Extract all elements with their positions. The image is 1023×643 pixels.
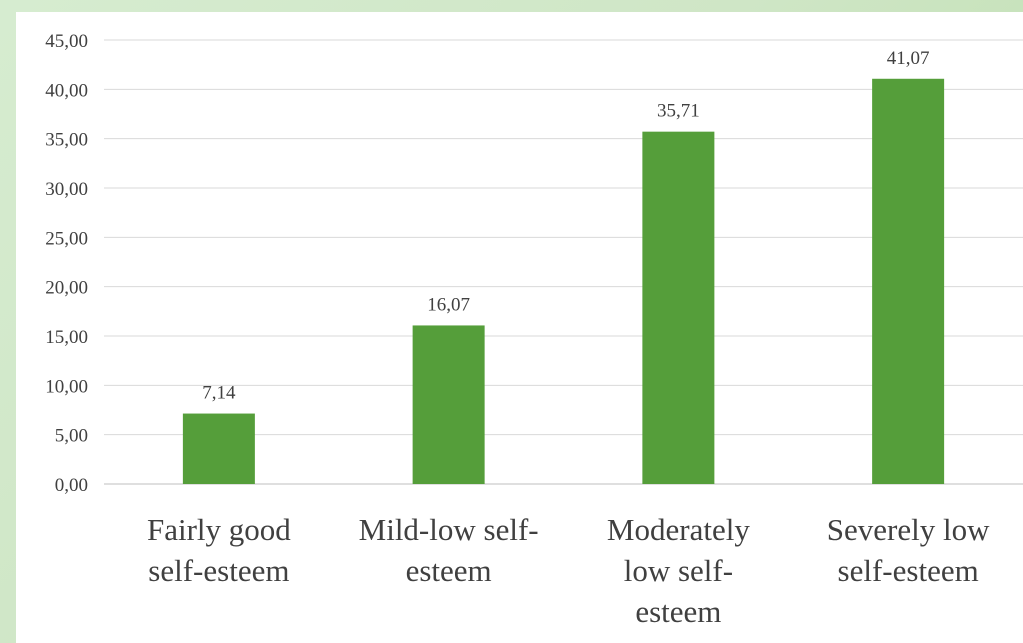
bar [642,131,715,485]
data-label: 35,71 [657,101,700,122]
y-axis-tick-labels: 0,00 5,00 10,00 15,00 20,00 25,00 30,00 35,00 40… [45,31,88,496]
category-label-line: Severely low [827,512,990,547]
category-label-line: esteem [406,553,492,588]
data-label: 16,07 [427,294,470,315]
y-tick-label: 45,00 [45,31,88,52]
bar [412,325,485,484]
y-tick-label: 20,00 [45,278,88,299]
y-tick-label: 30,00 [45,179,88,200]
data-label: 41,07 [887,48,930,69]
gridlines [104,39,1023,485]
y-tick-label: 25,00 [45,228,88,249]
y-tick-label: 15,00 [45,327,88,348]
chart-panel: 0,00 5,00 10,00 15,00 20,00 25,00 30,00 35,00 40… [16,12,1023,643]
category-label-line: self-esteem [838,553,979,588]
category-labels: Fairly good self-esteem Mild-low self-este… [147,512,990,629]
category-label-line: Moderately [607,512,750,547]
category-label: Fairly good self-esteem [147,512,291,588]
category-label: Moderately low self-esteem [607,512,750,629]
category-label-line: Mild-low self- [359,512,539,547]
category-label-line: self-esteem [148,553,289,588]
data-labels: 7,14 16,07 35,71 41,07 [202,48,929,404]
y-tick-label: 35,00 [45,130,88,151]
y-tick-label: 0,00 [55,475,88,496]
category-label-line: low self- [624,553,733,588]
y-tick-label: 5,00 [55,426,88,447]
y-tick-label: 40,00 [45,80,88,101]
data-label: 7,14 [202,383,236,404]
category-label: Severely low self-esteem [827,512,990,588]
category-label: Mild-low self-esteem [359,512,539,588]
y-tick-label: 10,00 [45,376,88,397]
bar [182,413,255,484]
bar [872,78,945,484]
category-label-line: esteem [635,594,721,629]
category-label-line: Fairly good [147,512,291,547]
bar-chart: 0,00 5,00 10,00 15,00 20,00 25,00 30,00 35,00 40… [45,31,1023,629]
bars [182,78,945,485]
